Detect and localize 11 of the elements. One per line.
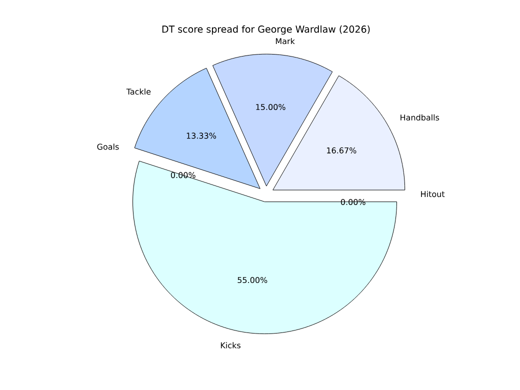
- category-label: Goals: [97, 144, 119, 150]
- data-label: 15.00%: [256, 104, 286, 110]
- chart-title: DT score spread for George Wardlaw (2026): [162, 25, 370, 35]
- data-label: 55.00%: [238, 277, 268, 284]
- category-label: Hitout: [421, 190, 445, 198]
- slice-label: Mark: [276, 38, 295, 44]
- data-label: 16.67%: [327, 147, 356, 154]
- slice-label: Kicks: [220, 342, 240, 348]
- slice-label: Handballs: [400, 114, 440, 121]
- slice-label: Tackle: [126, 88, 151, 95]
- data-label: 13.33%: [186, 132, 216, 139]
